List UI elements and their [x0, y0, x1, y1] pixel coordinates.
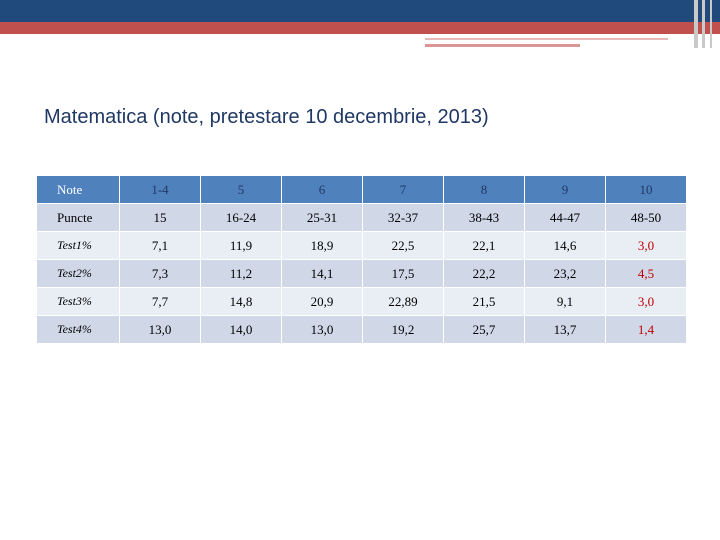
table-cell: 9,1 — [524, 287, 606, 316]
table-cell: 22,1 — [443, 231, 525, 260]
header-cell: Note — [36, 175, 120, 204]
table-cell-highlight: 1,4 — [605, 315, 687, 344]
row-label: Test2% — [36, 259, 120, 288]
table-cell: 13,0 — [281, 315, 363, 344]
table-cell: 13,0 — [119, 315, 201, 344]
decorative-bar — [710, 0, 712, 48]
table-cell: 44-47 — [524, 203, 606, 232]
slide-title: Matematica (note, pretestare 10 decembri… — [44, 106, 489, 128]
table-cell: 14,8 — [200, 287, 282, 316]
table-row: Puncte 15 16-24 25-31 32-37 38-43 44-47 … — [36, 203, 687, 232]
accent-gap — [425, 34, 720, 38]
header-cell: 9 — [524, 175, 606, 204]
row-label: Test4% — [36, 315, 120, 344]
row-label: Test3% — [36, 287, 120, 316]
table-cell: 7,7 — [119, 287, 201, 316]
table-cell: 22,89 — [362, 287, 444, 316]
header-cell: 10 — [605, 175, 687, 204]
table-cell: 38-43 — [443, 203, 525, 232]
header-cell: 5 — [200, 175, 282, 204]
table-cell: 22,5 — [362, 231, 444, 260]
table-cell: 11,9 — [200, 231, 282, 260]
table-cell: 15 — [119, 203, 201, 232]
table-cell: 14,1 — [281, 259, 363, 288]
table-cell: 25,7 — [443, 315, 525, 344]
table-cell: 22,2 — [443, 259, 525, 288]
table-cell: 7,1 — [119, 231, 201, 260]
row-label: Puncte — [36, 203, 120, 232]
header-cell: 6 — [281, 175, 363, 204]
table-cell: 23,2 — [524, 259, 606, 288]
decorative-bar — [694, 0, 698, 48]
top-banner — [0, 0, 720, 22]
table-cell: 11,2 — [200, 259, 282, 288]
grades-table: Note 1-4 5 6 7 8 9 10 Puncte 15 16-24 25… — [36, 175, 687, 344]
table-cell-highlight: 3,0 — [605, 287, 687, 316]
table-cell: 20,9 — [281, 287, 363, 316]
header-cell: 8 — [443, 175, 525, 204]
table-cell: 32-37 — [362, 203, 444, 232]
table-cell: 25-31 — [281, 203, 363, 232]
row-label: Test1% — [36, 231, 120, 260]
table-cell: 13,7 — [524, 315, 606, 344]
table-header-row: Note 1-4 5 6 7 8 9 10 — [36, 175, 687, 204]
table-cell-highlight: 3,0 — [605, 231, 687, 260]
table-cell: 17,5 — [362, 259, 444, 288]
accent-thin-line-short — [425, 44, 580, 47]
decorative-bar — [702, 0, 705, 48]
table-cell: 14,6 — [524, 231, 606, 260]
header-cell: 1-4 — [119, 175, 201, 204]
table-row: Test4% 13,0 14,0 13,0 19,2 25,7 13,7 1,4 — [36, 315, 687, 344]
table-cell-highlight: 4,5 — [605, 259, 687, 288]
decorative-bars — [688, 0, 720, 48]
table-cell: 48-50 — [605, 203, 687, 232]
table-cell: 21,5 — [443, 287, 525, 316]
table-cell: 14,0 — [200, 315, 282, 344]
table-cell: 19,2 — [362, 315, 444, 344]
table-row: Test1% 7,1 11,9 18,9 22,5 22,1 14,6 3,0 — [36, 231, 687, 260]
header-cell: 7 — [362, 175, 444, 204]
table-row: Test2% 7,3 11,2 14,1 17,5 22,2 23,2 4,5 — [36, 259, 687, 288]
table-cell: 7,3 — [119, 259, 201, 288]
accent-stripe — [0, 22, 720, 34]
accent-thin-line — [425, 38, 668, 40]
table-row: Test3% 7,7 14,8 20,9 22,89 21,5 9,1 3,0 — [36, 287, 687, 316]
table-cell: 18,9 — [281, 231, 363, 260]
table-cell: 16-24 — [200, 203, 282, 232]
